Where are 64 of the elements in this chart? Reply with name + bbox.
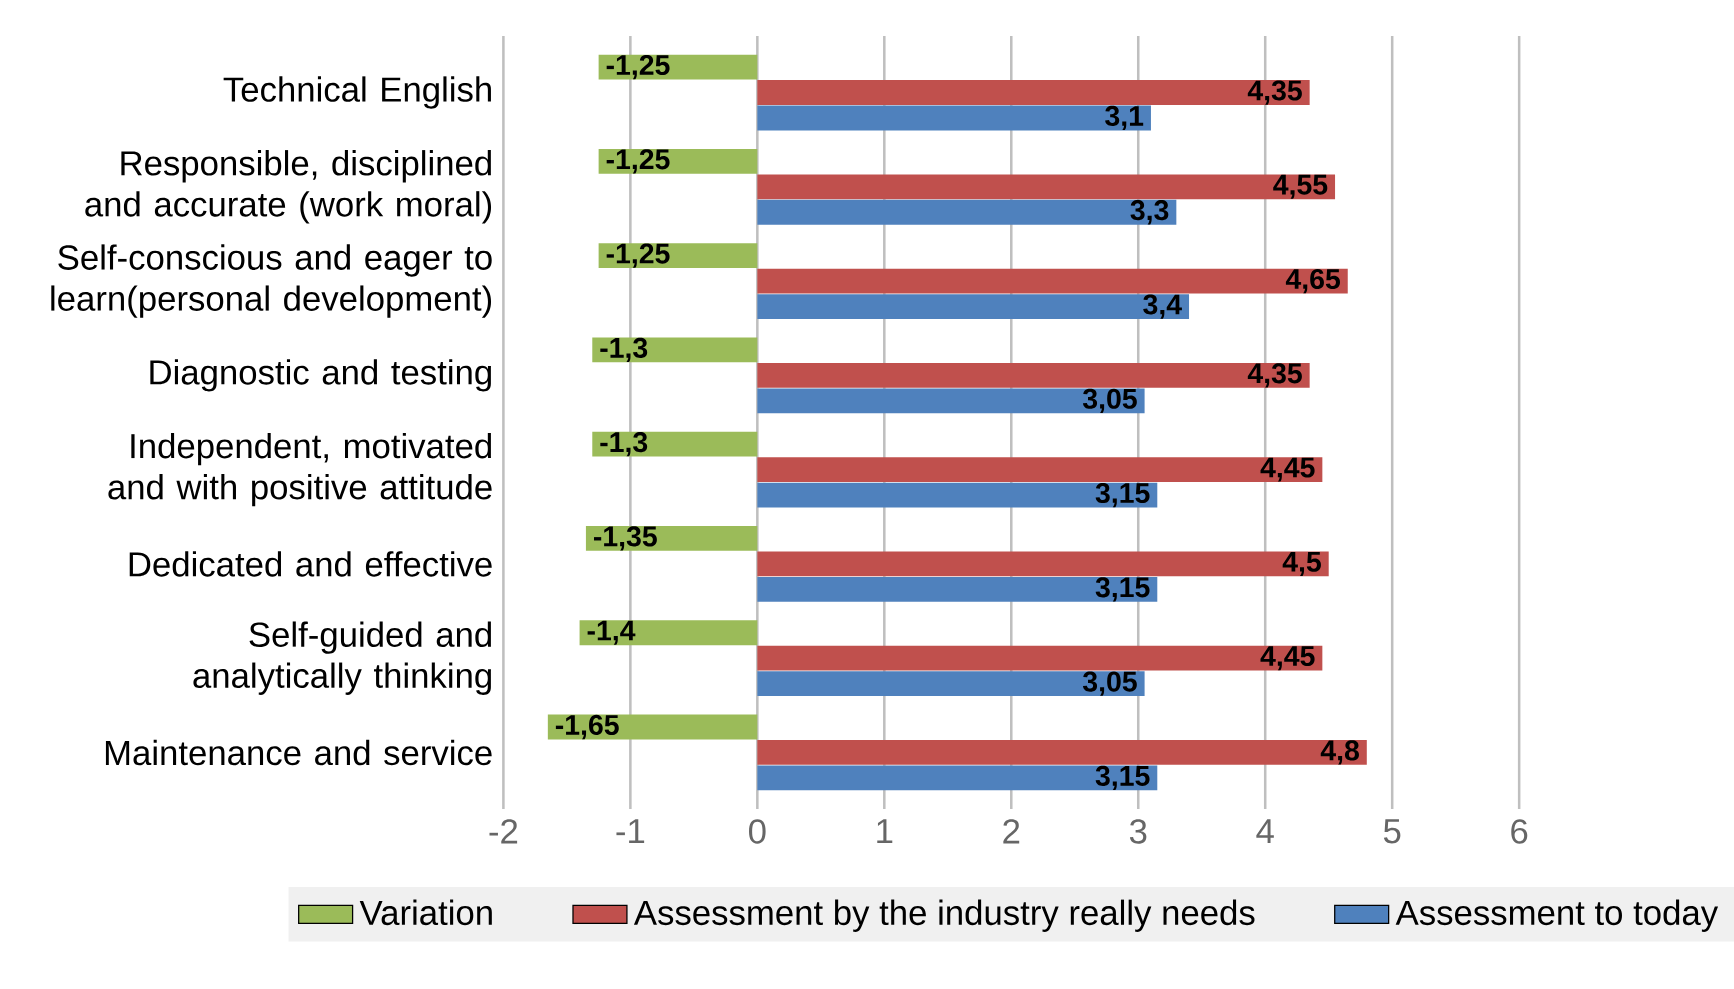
bar [757, 294, 1190, 320]
bar [757, 80, 1310, 106]
bar [757, 740, 1367, 765]
data-label: 3,15 [1095, 577, 1150, 602]
data-label: 3,4 [1143, 294, 1182, 319]
data-label: 4,35 [1247, 80, 1302, 105]
bar [757, 268, 1348, 294]
data-label: 3,05 [1082, 388, 1137, 414]
y-tick-label: Responsible, disciplined and accurate (work moral) [85, 150, 492, 224]
data-label: 4,65 [1285, 269, 1340, 294]
y-tick-label: Self-guided and analytically thinking [193, 621, 491, 695]
data-label: 4,5 [1282, 552, 1321, 576]
x-tick-label: -2 [489, 819, 518, 844]
legend-label: Assessment to today [1395, 899, 1719, 933]
legend-label: Variation [359, 899, 492, 926]
x-tick-label: 3 [1129, 819, 1147, 844]
data-label: 3,05 [1082, 671, 1137, 696]
data-label: -1,65 [555, 714, 619, 740]
data-label: -1,25 [606, 243, 670, 268]
bar [757, 577, 1158, 602]
data-label: -1,35 [593, 526, 657, 551]
data-label: 4,45 [1260, 457, 1315, 482]
data-label: -1,25 [606, 55, 670, 80]
y-tick-label: Self-conscious and eager to learn(personal development) [51, 244, 492, 318]
data-label: -1,3 [600, 432, 648, 457]
bar [757, 105, 1151, 131]
bar [757, 363, 1310, 388]
y-tick-label: Independent, motivated and with positive attitude [108, 433, 492, 507]
data-label: 4,8 [1320, 740, 1359, 765]
data-label: 3,3 [1130, 200, 1169, 225]
y-tick-label: Maintenance and service [105, 739, 492, 766]
bar [757, 482, 1158, 508]
bar [592, 337, 758, 363]
x-tick-label: 4 [1256, 819, 1274, 844]
bar [757, 671, 1145, 697]
bar [579, 620, 758, 646]
x-tick-label: 5 [1383, 819, 1401, 844]
data-label: 4,55 [1273, 174, 1328, 199]
bar [757, 388, 1145, 414]
data-label: 4,45 [1260, 646, 1315, 671]
x-tick-label: -1 [616, 819, 645, 844]
data-label: 3,15 [1095, 765, 1150, 791]
bar [757, 457, 1323, 483]
x-tick-label: 6 [1511, 819, 1528, 844]
data-label: -1,3 [600, 337, 648, 363]
y-tick-label: Diagnostic and testing [150, 359, 491, 392]
bar [592, 431, 758, 457]
bar [757, 551, 1329, 577]
bar [585, 526, 758, 551]
bar [757, 174, 1336, 200]
x-tick-label: 0 [749, 819, 766, 844]
y-tick-label: Dedicated and effective [129, 551, 492, 577]
bar [757, 765, 1158, 791]
bar [757, 199, 1177, 225]
data-label: -1,4 [587, 620, 636, 645]
x-tick-label: 2 [1003, 819, 1020, 844]
x-tick-label: 1 [877, 819, 893, 844]
bar [757, 645, 1323, 671]
data-label: 3,15 [1095, 483, 1150, 508]
data-label: -1,25 [606, 149, 670, 174]
legend-label: Assessment by the industry really needs [633, 899, 1255, 933]
y-tick-label: Technical English [223, 76, 491, 109]
data-label: 3,1 [1105, 105, 1144, 131]
data-label: 4,35 [1247, 363, 1302, 388]
